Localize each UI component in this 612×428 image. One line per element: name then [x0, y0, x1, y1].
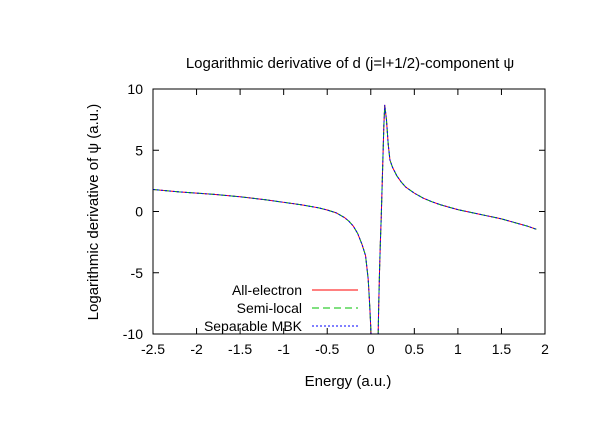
legend-label: Separable MBK	[204, 318, 303, 334]
plot-area	[153, 104, 537, 334]
series-line-2-branch-1	[377, 104, 537, 334]
y-tick-label: -10	[123, 326, 143, 342]
x-tick-label: 1.5	[492, 341, 512, 357]
x-axis-label: Energy (a.u.)	[305, 373, 392, 390]
x-tick-label: -2	[190, 341, 203, 357]
x-tick-label: 0	[367, 341, 375, 357]
series-line-1-branch-1	[377, 106, 537, 334]
y-tick-label: 10	[127, 81, 143, 97]
x-tick-label: 2	[541, 341, 549, 357]
legend: All-electron Semi-local Separable MBK	[204, 282, 358, 334]
series-line-0-branch-1	[377, 104, 537, 334]
x-tick-label: -1.5	[228, 341, 252, 357]
y-tick-label: 0	[135, 204, 143, 220]
x-tick-label: -1	[277, 341, 290, 357]
y-tick-label: -5	[131, 265, 144, 281]
y-tick-label: 5	[135, 142, 143, 158]
x-tick-label: -2.5	[141, 341, 165, 357]
series-line-1-branch-0	[153, 188, 372, 334]
legend-label: All-electron	[232, 282, 302, 298]
x-tick-label: 1	[454, 341, 462, 357]
plot-frame	[152, 88, 546, 335]
legend-label: Semi-local	[237, 300, 302, 316]
x-tick-label: 0.5	[405, 341, 425, 357]
chart-title: Logarithmic derivative of d (j=l+1/2)-co…	[186, 55, 514, 72]
y-axis-label: Logarithmic derivative of ψ (a.u.)	[85, 104, 102, 321]
axis-ticks: -2.5 -2 -1.5 -1 -0.5 0 0.5 1 1.5 2 -10 -5 0 5 10	[123, 81, 549, 357]
x-tick-label: -0.5	[315, 341, 339, 357]
